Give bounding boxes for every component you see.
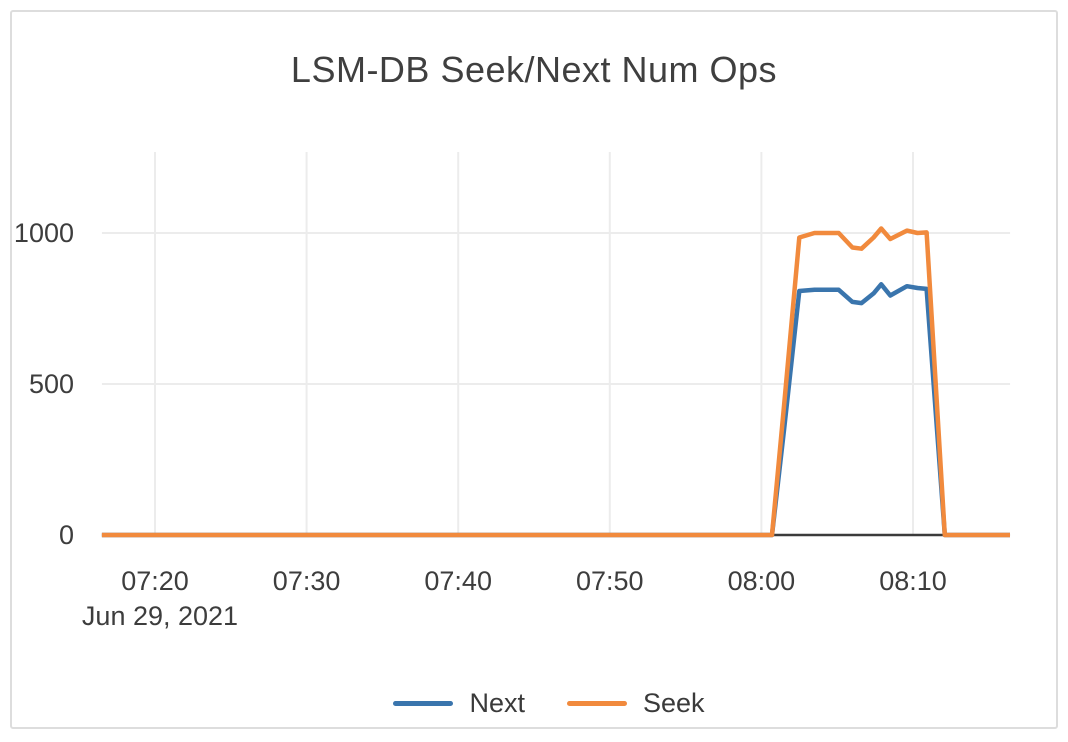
legend-line-swatch-seek [566,701,627,706]
legend-item-seek[interactable]: Seek [566,688,705,719]
x-tick-label: 07:20 [121,566,189,596]
x-tick-label: 08:10 [879,566,947,596]
chart-legend: Next Seek [0,688,1068,719]
x-tick-label: 08:00 [727,566,796,596]
y-tick-label: 0 [58,520,74,550]
legend-line-swatch-next [393,701,454,706]
chart-title: LSM-DB Seek/Next Num Ops [290,49,778,90]
x-tick-label: 07:50 [576,566,644,596]
y-tick-label: 500 [28,369,74,399]
series-line-seek[interactable] [101,226,1010,538]
x-tick-label: 07:40 [424,566,492,596]
x-axis-date-label: Jun 29, 2021 [81,601,239,631]
legend-item-next[interactable]: Next [393,688,525,719]
x-tick-label: 07:30 [272,566,341,596]
legend-label-seek: Seek [642,688,705,718]
chart-card [10,10,1058,729]
series-line-next[interactable] [101,282,1010,538]
y-tick-label: 1000 [13,218,74,248]
legend-label-next: Next [469,688,525,718]
